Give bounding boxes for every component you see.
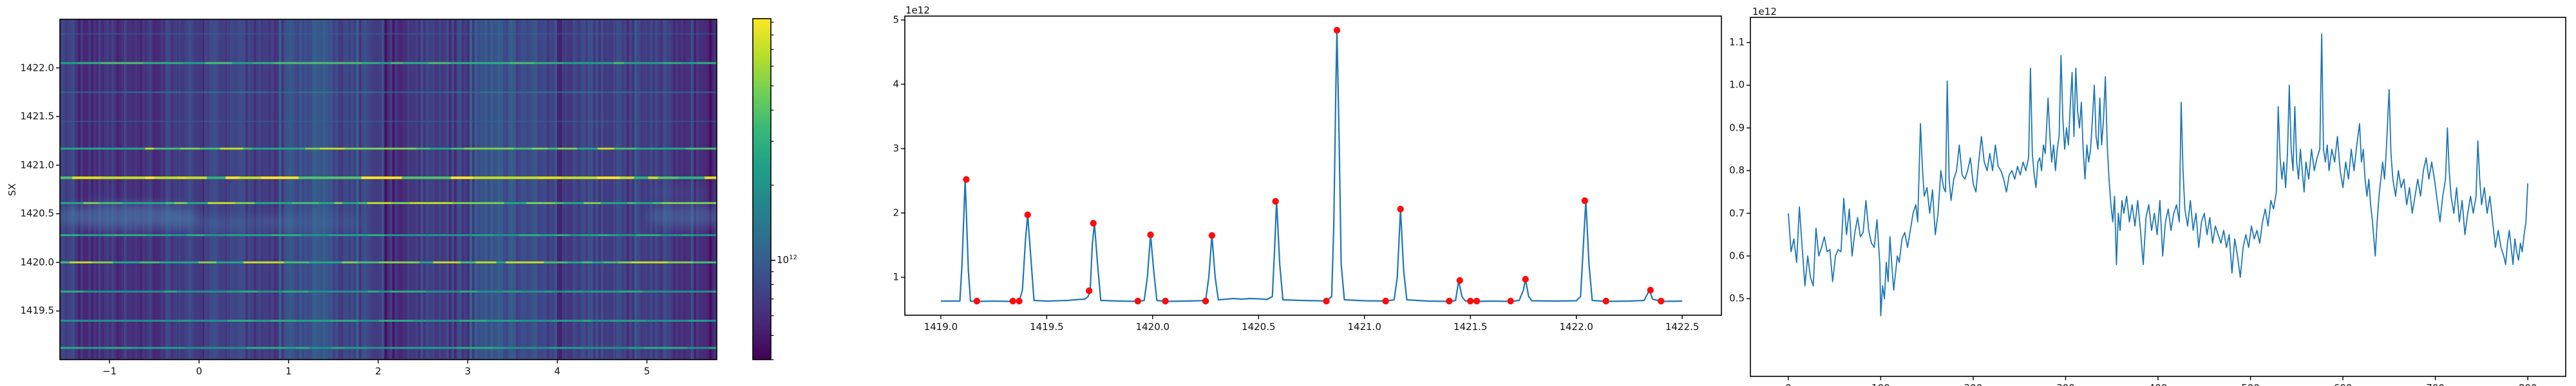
heatmap-y-tick-label: 1419.5	[20, 304, 55, 317]
timeseries-x-tick-label: 400	[2149, 383, 2168, 386]
heatmap-y-axis-label: SX	[6, 183, 18, 196]
heatmap-x-tick-label: 3	[464, 365, 471, 377]
spectrum-line-plot	[940, 26, 1683, 305]
timeseries-x-tick-label: 500	[2241, 383, 2260, 386]
heatmap-x-tick-label: 2	[375, 365, 382, 377]
timeseries-y-tick-label: 0.7	[1729, 207, 1745, 219]
spectrum-y-tick-label: 3	[893, 142, 899, 154]
spectrum-x-tick-label: 1419.5	[1030, 321, 1064, 333]
timeseries-y-tick-label: 0.8	[1729, 164, 1745, 176]
spectrum-offset-label: 1e12	[905, 5, 930, 16]
spectrum-y-tick-label: 5	[893, 14, 899, 26]
colorbar-tick-label: 1012	[777, 254, 797, 266]
heatmap-image	[60, 19, 717, 360]
timeseries-y-tick-label: 0.6	[1729, 250, 1745, 262]
heatmap-x-tick-label: 0	[196, 365, 202, 377]
heatmap-x-tick-label: 4	[554, 365, 561, 377]
colorbar	[752, 18, 775, 360]
timeseries-x-tick-label: 300	[2056, 383, 2075, 386]
colorbar-label-base: 10	[777, 254, 790, 266]
spectrum-x-tick-label: 1421.5	[1453, 321, 1488, 333]
heatmap-x-tick-label: 1	[285, 365, 292, 377]
heatmap-y-tick-label: 1420.5	[20, 207, 55, 219]
spectrum-x-tick-label: 1421.0	[1347, 321, 1382, 333]
spectrum-x-tick-label: 1422.0	[1559, 321, 1593, 333]
colorbar-label-exponent: 12	[789, 254, 797, 261]
spectrum-x-tick-label: 1420.5	[1242, 321, 1276, 333]
heatmap-x-tick-label: −1	[102, 365, 117, 377]
timeseries-x-tick-label: 100	[1871, 383, 1890, 386]
heatmap-x-tick-label: 5	[643, 365, 650, 377]
spectrum-x-tick-label: 1420.0	[1135, 321, 1170, 333]
timeseries-y-tick-label: 1.1	[1729, 36, 1745, 48]
timeseries-line-plot	[1788, 33, 2528, 317]
spectrum-y-tick-label: 2	[893, 207, 899, 219]
timeseries-y-tick-label: 0.9	[1729, 122, 1745, 134]
axes-spines-and-ticks	[56, 15, 2566, 380]
heatmap-y-tick-label: 1422.0	[20, 62, 55, 74]
timeseries-x-tick-label: 800	[2519, 383, 2537, 386]
timeseries-y-tick-label: 1.0	[1729, 78, 1745, 91]
timeseries-offset-label: 1e12	[1752, 6, 1777, 17]
timeseries-y-tick-label: 0.5	[1729, 292, 1745, 304]
spectrum-x-tick-label: 1422.5	[1665, 321, 1700, 333]
spectrum-y-tick-label: 1	[893, 271, 899, 283]
timeseries-x-tick-label: 600	[2334, 383, 2353, 386]
timeseries-x-tick-label: 0	[1785, 383, 1792, 386]
spectrum-y-tick-label: 4	[893, 78, 899, 90]
heatmap-y-tick-label: 1420.0	[20, 256, 55, 268]
timeseries-x-tick-label: 700	[2426, 383, 2445, 386]
timeseries-x-tick-label: 200	[1964, 383, 1983, 386]
heatmap-y-tick-label: 1421.0	[20, 159, 55, 171]
heatmap-y-tick-label: 1421.5	[20, 110, 55, 122]
spectrum-x-tick-label: 1419.0	[923, 321, 958, 333]
